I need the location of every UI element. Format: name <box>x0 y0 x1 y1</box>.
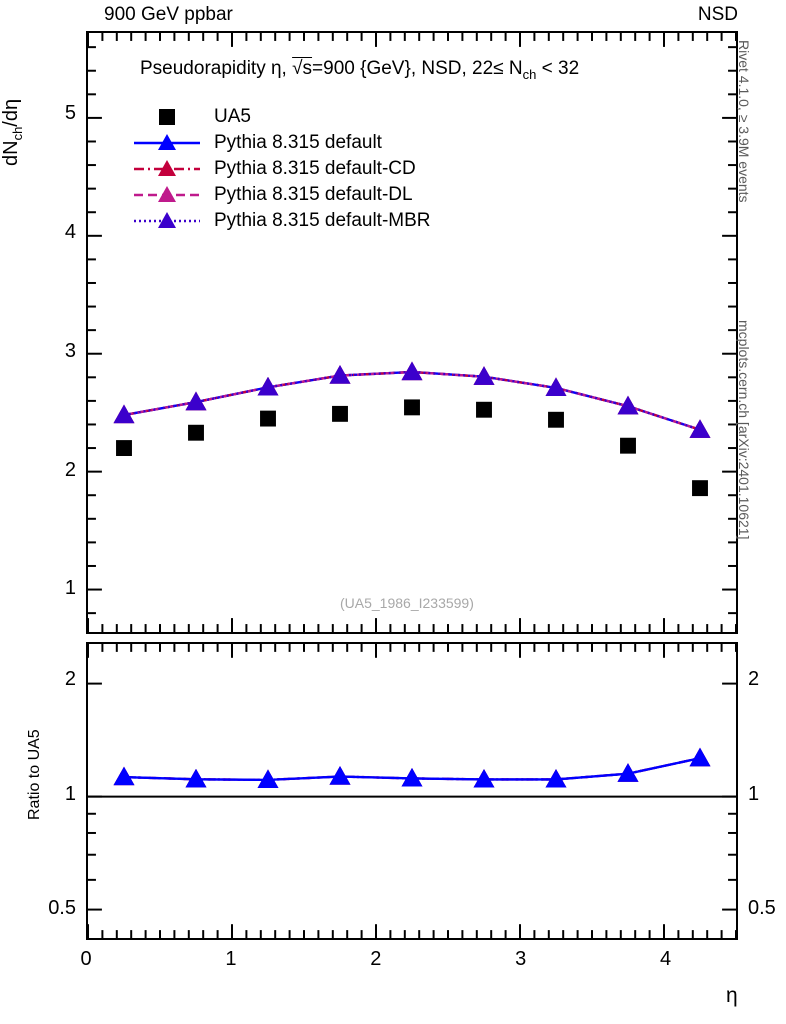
mcplots-source-note: mcplots.cern.ch [arXiv:2401.10621] <box>736 320 752 540</box>
legend-item[interactable]: Pythia 8.315 default-CD <box>132 156 431 182</box>
plot-title: Pseudorapidity η, √s=900 {GeV}, NSD, 22≤… <box>140 58 579 82</box>
legend-item-label: Pythia 8.315 default-MBR <box>214 210 431 231</box>
x-tick-label: 2 <box>370 948 382 970</box>
legend-item-label: Pythia 8.315 default-DL <box>214 184 413 205</box>
ratio-y-tick-label-left: 1 <box>64 782 76 805</box>
legend-item[interactable]: UA5 <box>132 104 431 130</box>
main-y-tick-label: 5 <box>64 102 76 125</box>
ratio-plot-canvas <box>87 644 737 938</box>
plot-title-n: N <box>503 58 523 79</box>
series-pythia-8-315-default-mbr <box>113 361 711 438</box>
ratio-y-tick-label-left: 2 <box>64 668 76 691</box>
y-label-pre: dN <box>0 140 22 166</box>
y-label-sub: ch <box>10 126 25 141</box>
legend-marker-square-icon <box>132 104 202 130</box>
plot-title-pre: Pseudorapidity η, <box>140 58 293 79</box>
main-plot-canvas <box>87 33 737 632</box>
x-axis-label: η <box>726 984 738 1007</box>
main-y-tick-label: 2 <box>64 458 76 481</box>
legend-item-label: Pythia 8.315 default <box>214 132 382 153</box>
legend-marker-triangle-icon <box>132 208 202 234</box>
main-y-axis-label: dNch/dη <box>0 99 25 166</box>
plot-title-le: ≤ <box>493 58 504 79</box>
legend-marker-triangle-icon <box>132 130 202 156</box>
x-tick-label: 3 <box>515 948 527 970</box>
legend-item[interactable]: Pythia 8.315 default-DL <box>132 182 431 208</box>
legend-item-label: Pythia 8.315 default-CD <box>214 158 416 179</box>
legend: UA5 Pythia 8.315 default Pythia 8.315 defa… <box>132 104 431 234</box>
series-pythia-8-315-default <box>113 747 711 788</box>
plot-title-sqrt-s: √s <box>292 58 313 79</box>
legend-item[interactable]: Pythia 8.315 default-MBR <box>132 208 431 234</box>
legend-marker-triangle-icon <box>132 182 202 208</box>
ratio-y-tick-label-right: 0.5 <box>748 897 776 920</box>
main-y-tick-label: 3 <box>64 339 76 362</box>
ratio-y-axis-label: Ratio to UA5 <box>26 729 43 820</box>
plot-title-mid: =900 {GeV}, NSD, 22 <box>312 58 494 79</box>
ratio-y-tick-label-right: 1 <box>748 782 760 805</box>
legend-item-label: UA5 <box>214 106 251 127</box>
x-tick-label: 0 <box>80 948 92 970</box>
y-label-post: /dη <box>0 98 22 127</box>
plot-title-post: < 32 <box>536 58 580 79</box>
main-y-tick-label: 4 <box>64 221 76 244</box>
legend-item[interactable]: Pythia 8.315 default <box>132 130 431 156</box>
header-beam-label: 900 GeV ppbar <box>104 4 233 25</box>
series-ua5 <box>116 399 708 497</box>
x-tick-label: 4 <box>659 948 672 970</box>
plot-title-sub: ch <box>522 66 537 82</box>
ratio-y-tick-label-right: 2 <box>748 668 760 691</box>
rivet-version-note: Rivet 4.1.0, ≥ 3.9M events <box>736 40 752 203</box>
main-plot-panel <box>86 31 738 634</box>
ratio-plot-panel <box>86 642 738 940</box>
ratio-y-tick-label-left: 0.5 <box>48 897 76 920</box>
main-y-tick-label: 1 <box>64 577 76 600</box>
main-axis-ticks <box>87 33 737 632</box>
dataset-watermark: (UA5_1986_I233599) <box>340 595 474 611</box>
x-tick-label: 1 <box>225 948 237 970</box>
ratio-axis-ticks <box>87 644 737 938</box>
legend-marker-triangle-icon <box>132 156 202 182</box>
header-process-label: NSD <box>697 4 738 25</box>
